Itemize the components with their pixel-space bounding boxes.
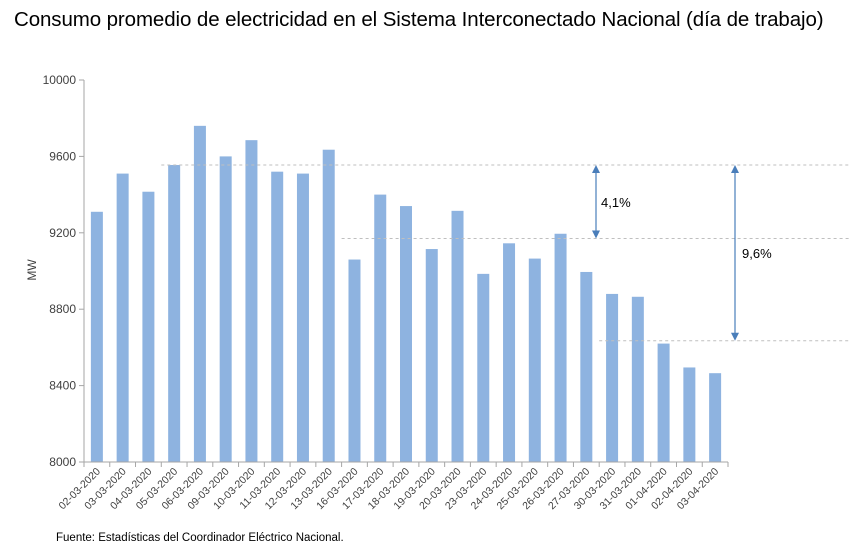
bar [451,210,464,462]
annotation-label: 4,1% [601,195,631,210]
y-tick-label: 9600 [49,149,76,163]
bar [709,373,722,462]
arrow-head [592,230,600,239]
bar [219,156,232,462]
bar [374,194,387,462]
bar [193,125,206,462]
bar [503,243,516,462]
source-footnote: Fuente: Estadísticas del Coordinador Elé… [56,532,344,544]
bar [296,173,309,462]
bar [245,140,258,463]
bar [271,171,284,462]
bar [168,164,181,462]
bar [631,296,644,462]
reference-lines [161,164,850,342]
bar [683,367,696,462]
bar [90,211,103,462]
bar [477,273,490,462]
y-tick-label: 9200 [49,226,76,240]
arrow-head [731,332,739,341]
bar [657,343,670,462]
y-tick-label: 8800 [49,302,76,316]
bar [322,149,335,462]
y-axis: 8000 8400 8800 9200 9600 10000 [43,73,85,469]
bars [90,125,722,463]
arrow-head [592,164,600,173]
annotations: 4,1% 9,6% [592,164,772,341]
bar [142,191,155,463]
y-tick-label: 10000 [43,73,77,87]
bar [580,271,593,462]
bar [554,233,567,462]
bar [528,258,541,462]
y-axis-label: MW [25,259,39,281]
x-axis: 02-03-202003-03-202004-03-202005-03-2020… [57,461,729,512]
bar [400,206,412,462]
annotation-label: 9,6% [742,246,772,261]
y-tick-label: 8400 [49,379,76,393]
bar [425,249,438,462]
chart-title: Consumo promedio de electricidad en el S… [14,8,824,31]
bar [116,173,129,462]
bar [606,293,619,462]
y-tick-label: 8000 [49,455,76,469]
arrow-head [731,164,739,173]
bar [348,259,361,462]
